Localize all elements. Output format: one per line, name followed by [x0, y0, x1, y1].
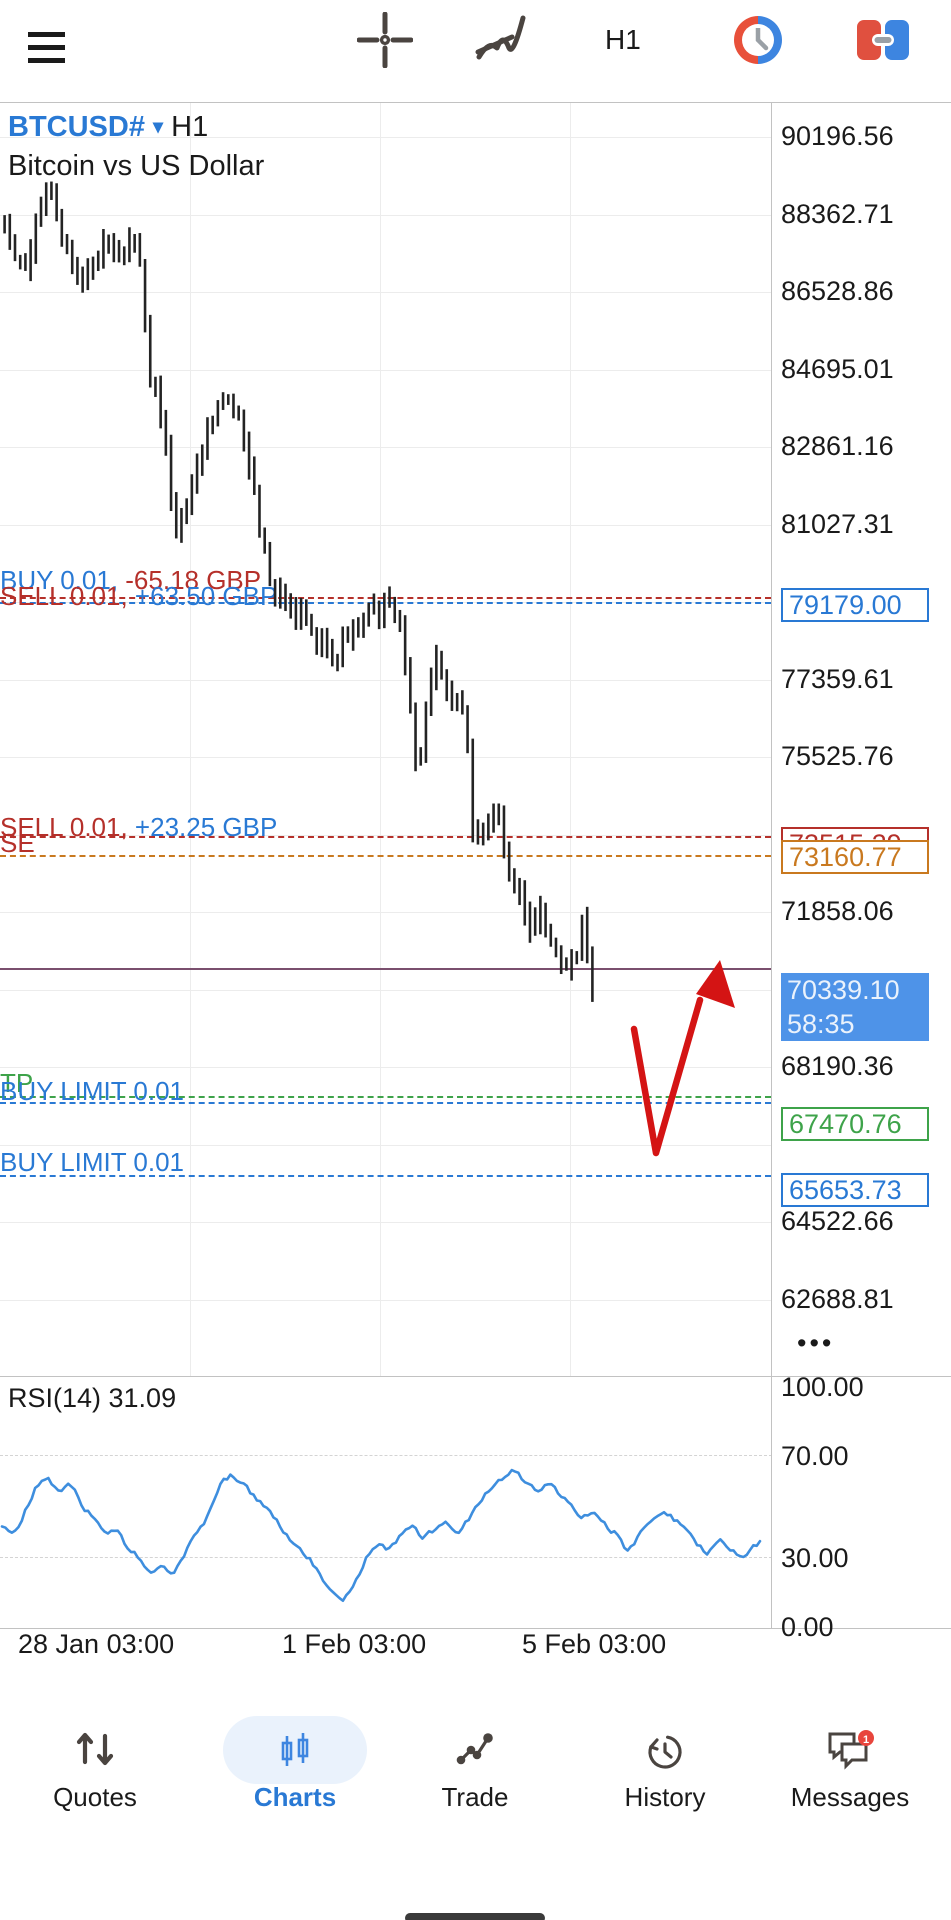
svg-text:1: 1: [863, 1734, 869, 1746]
